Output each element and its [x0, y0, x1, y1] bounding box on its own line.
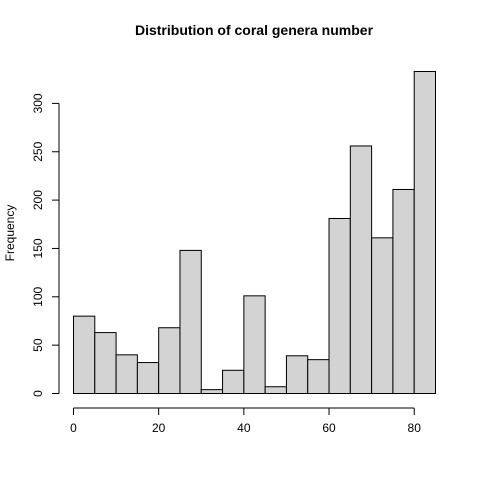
x-axis: 0 20 40 60 80 — [70, 407, 422, 435]
histogram-bar — [328, 217, 351, 394]
y-axis-title: Frequency — [3, 205, 17, 262]
histogram-bar — [243, 295, 266, 394]
histogram-bar — [94, 332, 117, 395]
y-tick-label: 0 — [31, 390, 45, 397]
histogram-bar — [200, 389, 224, 395]
histogram-bar — [158, 327, 181, 394]
histogram-bar — [285, 355, 309, 395]
chart-title: Distribution of coral genera number — [135, 22, 374, 38]
y-tick-label: 300 — [31, 93, 45, 113]
y-tick-label: 100 — [31, 286, 45, 306]
histogram-bar — [392, 188, 415, 394]
x-tick-label: 60 — [322, 421, 336, 435]
y-tick-label: 150 — [31, 238, 45, 258]
y-tick-label: 200 — [31, 190, 45, 210]
histogram-bar — [371, 237, 394, 394]
histogram-bar — [73, 315, 96, 394]
x-tick-label: 80 — [408, 421, 422, 435]
histogram-bar — [136, 362, 160, 395]
x-tick-label: 40 — [237, 421, 251, 435]
y-axis: 0 50 100 150 200 250 300 — [31, 93, 60, 397]
histogram-bar — [413, 71, 436, 394]
bars-group — [73, 71, 436, 395]
x-tick-label: 0 — [70, 421, 77, 435]
histogram-bar — [307, 359, 330, 395]
histogram-bar — [179, 249, 202, 394]
histogram-bar — [222, 369, 245, 394]
histogram-bar — [264, 386, 287, 395]
y-tick-label: 50 — [31, 338, 45, 352]
y-tick-label: 250 — [31, 141, 45, 161]
histogram-bar — [349, 145, 373, 394]
x-tick-label: 20 — [152, 421, 166, 435]
histogram-bar — [115, 354, 138, 394]
